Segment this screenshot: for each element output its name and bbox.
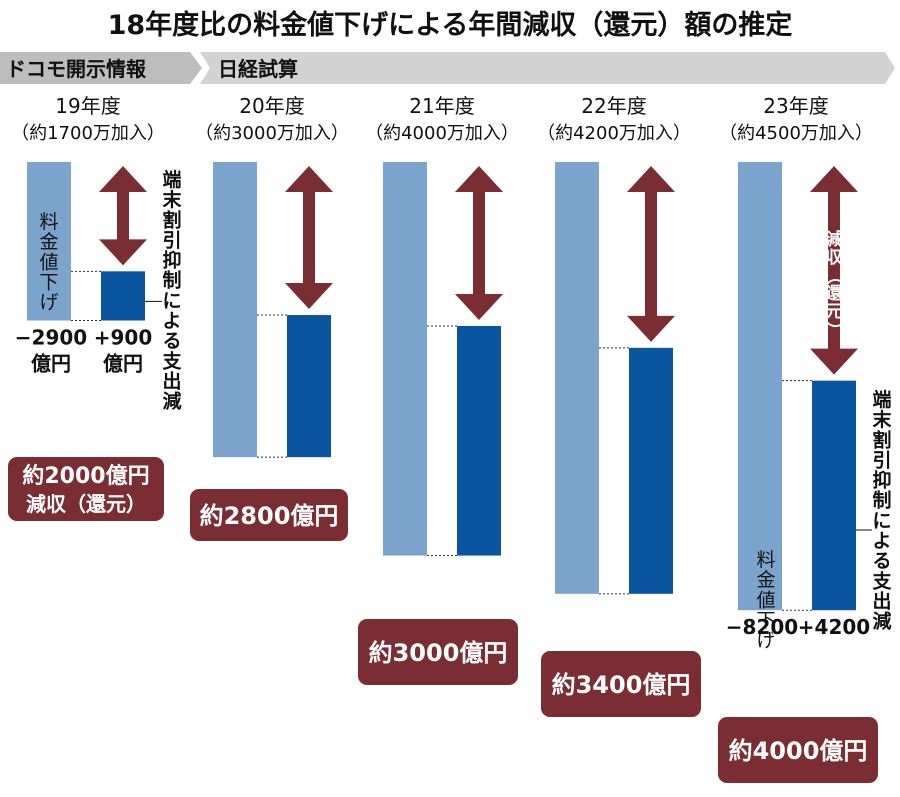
reduction-arrow: [455, 166, 503, 320]
reduction-arrow: [285, 166, 333, 310]
badge-amount: 約2800億円: [200, 502, 339, 530]
price-cut-vertical-label-char: 料: [756, 549, 775, 571]
price-cut-bar: [27, 162, 71, 321]
subscriber-label: （約4500万加入）: [719, 123, 873, 144]
device-discount-vertical-label-char: る: [162, 330, 181, 352]
device-discount-vertical-label-char: る: [872, 550, 891, 572]
year-label: 22年度: [581, 94, 646, 118]
subscriber-label: （約1700万加入）: [11, 123, 165, 144]
device-discount-vertical-label-char: 制: [872, 489, 891, 512]
device-discount-vertical-label-char: 引: [872, 449, 891, 471]
device-discount-vertical-label-char: 減: [872, 610, 891, 633]
source-banner: ドコモ開示情報 日経試算: [0, 52, 895, 84]
device-discount-vertical-label-char: 割: [162, 208, 181, 231]
net-reduction-badge: [190, 489, 348, 541]
device-discount-vertical-label-char: 抑: [872, 470, 891, 492]
badge-amount: 約3000億円: [369, 639, 508, 667]
device-unit: 億円: [103, 352, 143, 376]
reduction-vertical-label-char: （: [824, 268, 845, 285]
device-discount-vertical-label-char: よ: [162, 310, 181, 332]
year-label: 19年度: [55, 94, 120, 118]
year-label: 23年度: [763, 94, 828, 118]
device-discount-vertical-label-char: 減: [162, 390, 181, 413]
price-cut-vertical-label-char: 金: [756, 569, 775, 591]
price-cut-vertical-label-char: げ: [39, 292, 58, 314]
price-cut-vertical-label-char: 値: [756, 589, 775, 611]
net-reduction-badge: [358, 619, 518, 685]
year-label: 20年度: [239, 94, 304, 118]
banner-right-bg: [200, 52, 895, 84]
reduction-vertical-label-char: 減: [826, 229, 843, 250]
device-discount-vertical-label-char: 制: [162, 269, 181, 292]
subscriber-label: （約3000万加入）: [195, 123, 349, 144]
price-cut-vertical-label-char: 値: [39, 251, 58, 273]
badge-amount: 約4000億円: [729, 737, 868, 765]
price-cut-bar: [213, 162, 257, 458]
device-discount-vertical-label-char: に: [162, 290, 181, 312]
device-discount-vertical-label-char: 端: [872, 388, 891, 411]
device-discount-bar: [812, 380, 856, 611]
net-reduction-badge: [541, 651, 701, 717]
chart-title: 18年度比の料金値下げによる年間減収（還元）額の推定: [108, 9, 793, 41]
reduction-arrow: [99, 166, 147, 266]
price-cut-unit: 億円: [31, 352, 71, 376]
price-cut-value: −2900: [15, 326, 87, 350]
reduction-arrow: [627, 166, 675, 342]
device-discount-vertical-label-char: 出: [872, 589, 891, 612]
price-cut-vertical-label-char: 料: [39, 211, 58, 233]
price-cut-vertical-label-char: 金: [39, 231, 58, 253]
reduction-vertical-label-char: 還: [826, 284, 844, 304]
device-value: +900: [94, 326, 153, 350]
price-cut-vertical-label-char: 下: [756, 609, 775, 631]
device-discount-vertical-label-char: に: [872, 510, 891, 532]
badge-amount: 約3400億円: [552, 671, 691, 699]
reduction-vertical-label-char: ）: [824, 322, 845, 339]
net-reduction-badge: [8, 457, 164, 521]
device-discount-vertical-label-char: 出: [162, 369, 181, 392]
device-discount-vertical-label-char: 末: [872, 408, 892, 431]
price-cut-vertical-label-char: げ: [756, 630, 775, 652]
device-discount-vertical-label-char: 割: [872, 428, 891, 451]
badge-caption: 減収（還元）: [26, 492, 146, 516]
reduction-vertical-label-char: 元: [826, 302, 843, 322]
reduction-arrow: [810, 166, 858, 375]
device-discount-vertical-label-char: 端: [162, 168, 181, 191]
source-right-label: 日経試算: [218, 57, 298, 81]
year-label: 21年度: [409, 94, 474, 118]
device-discount-vertical-label-char: 抑: [162, 250, 181, 272]
net-reduction-badge: [718, 717, 878, 783]
price-cut-bar: [555, 162, 599, 594]
price-cut-bar: [383, 162, 427, 556]
device-discount-vertical-label-char: 支: [161, 350, 182, 372]
device-discount-vertical-label-char: よ: [872, 530, 891, 552]
chart-marks: 19年度（約1700万加入）約2000億円減収（還元）20年度（約3000万加入…: [8, 94, 892, 783]
price-cut-vertical-label-char: 下: [39, 271, 58, 293]
device-discount-bar: [287, 315, 331, 458]
device-discount-bar: [629, 347, 673, 594]
banner-left-bg: [0, 52, 202, 84]
device-discount-vertical-label-char: 支: [871, 570, 892, 592]
price-cut-bar: [738, 162, 782, 611]
device-discount-vertical-label-char: 引: [162, 229, 181, 251]
device-discount-vertical-label-char: 末: [162, 188, 182, 211]
badge-amount: 約2000億円: [22, 463, 149, 489]
device-value: +4200: [798, 615, 870, 639]
subscriber-label: （約4000万加入）: [365, 123, 519, 144]
reduction-vertical-label-char: 収: [826, 248, 844, 268]
device-discount-bar: [457, 325, 501, 556]
device-discount-bar: [101, 271, 145, 321]
price-cut-value: −8200: [726, 615, 798, 639]
source-left-label: ドコモ開示情報: [6, 57, 147, 81]
subscriber-label: （約4200万加入）: [537, 123, 691, 144]
